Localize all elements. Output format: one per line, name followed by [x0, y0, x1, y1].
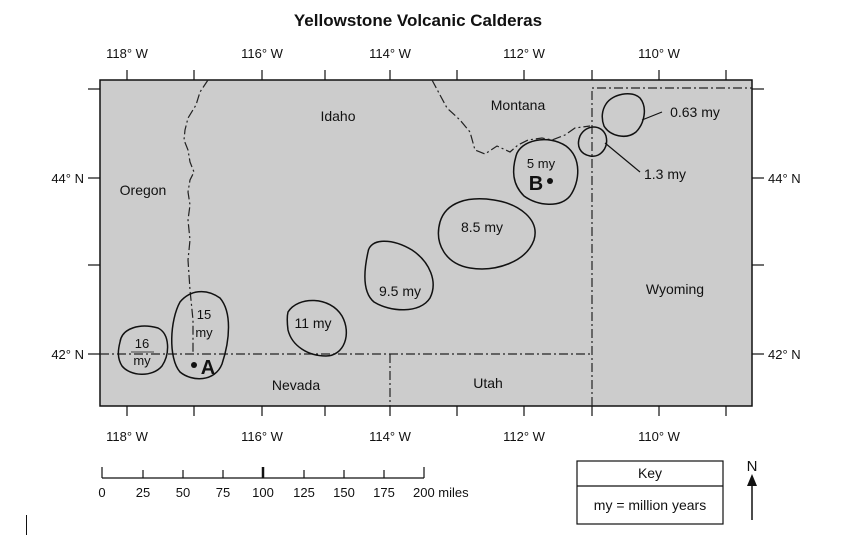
lon-label-top-110: 110° W [638, 46, 681, 61]
caldera-9-5 [364, 240, 434, 311]
scale-tick-0: 0 [98, 485, 105, 500]
point-a-marker [191, 362, 197, 368]
lon-label-bottom-110: 110° W [638, 429, 681, 444]
lon-label-top-114: 114° W [369, 46, 412, 61]
caldera-16 [117, 325, 169, 375]
state-label-utah: Utah [473, 375, 503, 391]
lon-label-bottom-112: 112° W [503, 429, 546, 444]
point-b-marker [547, 178, 553, 184]
caldera-outlines [117, 92, 646, 380]
scale-tick-25: 25 [136, 485, 150, 500]
lon-label-top-112: 112° W [503, 46, 546, 61]
lon-label-top-116: 116° W [241, 46, 284, 61]
graticule-ticks [88, 70, 764, 416]
scale-tick-100: 100 [252, 485, 274, 500]
caldera-label-11: 11 my [294, 315, 331, 331]
text-cursor [26, 515, 27, 535]
caldera-label-1-3: 1.3 my [644, 166, 686, 182]
point-a-label: A [201, 357, 215, 379]
map-title: Yellowstone Volcanic Calderas [294, 11, 542, 30]
scale-bar [101, 467, 425, 479]
caldera-label-15: 15 [197, 307, 211, 322]
scale-tick-75: 75 [216, 485, 230, 500]
caldera-label-5: 5 my [527, 156, 556, 171]
caldera-5 [512, 138, 579, 205]
caldera-1-3 [577, 126, 608, 157]
caldera-label-16-unit: my [133, 353, 151, 368]
lat-label-left-44: 44° N [51, 171, 84, 186]
state-label-wyoming: Wyoming [646, 281, 704, 297]
map-frame [99, 79, 753, 407]
caldera-leaders [604, 111, 663, 173]
key-title: Key [638, 465, 662, 481]
caldera-8-5 [437, 198, 536, 270]
caldera-label-16: 16 [135, 336, 149, 351]
state-label-montana: Montana [491, 97, 546, 113]
north-arrow-icon [747, 474, 757, 520]
caldera-label-15-unit: my [195, 325, 213, 340]
scale-tick-175: 175 [373, 485, 395, 500]
lat-label-right-42: 42° N [768, 347, 801, 362]
point-b-label: B [529, 173, 543, 195]
caldera-15 [171, 290, 230, 380]
caldera-label-0-63: 0.63 my [670, 104, 720, 120]
scale-tick-50: 50 [176, 485, 190, 500]
state-label-nevada: Nevada [272, 377, 320, 393]
state-label-idaho: Idaho [320, 108, 355, 124]
state-label-oregon: Oregon [120, 182, 167, 198]
caldera-label-8-5: 8.5 my [461, 219, 503, 235]
caldera-label-9-5: 9.5 my [379, 283, 421, 299]
caldera-11 [286, 299, 347, 357]
lat-label-right-44: 44° N [768, 171, 801, 186]
key-text: my = million years [594, 497, 706, 513]
scale-tick-125: 125 [293, 485, 315, 500]
lat-label-left-42: 42° N [51, 347, 84, 362]
north-label: N [747, 458, 758, 475]
lon-label-top-118: 118° W [106, 46, 149, 61]
lon-label-bottom-114: 114° W [369, 429, 412, 444]
lon-label-bottom-118: 118° W [106, 429, 149, 444]
scale-tick-150: 150 [333, 485, 355, 500]
scale-tick-200: 200 miles [413, 485, 469, 500]
lon-label-bottom-116: 116° W [241, 429, 284, 444]
key-box [576, 460, 724, 525]
state-boundaries [100, 79, 752, 406]
caldera-0-63 [601, 92, 646, 138]
